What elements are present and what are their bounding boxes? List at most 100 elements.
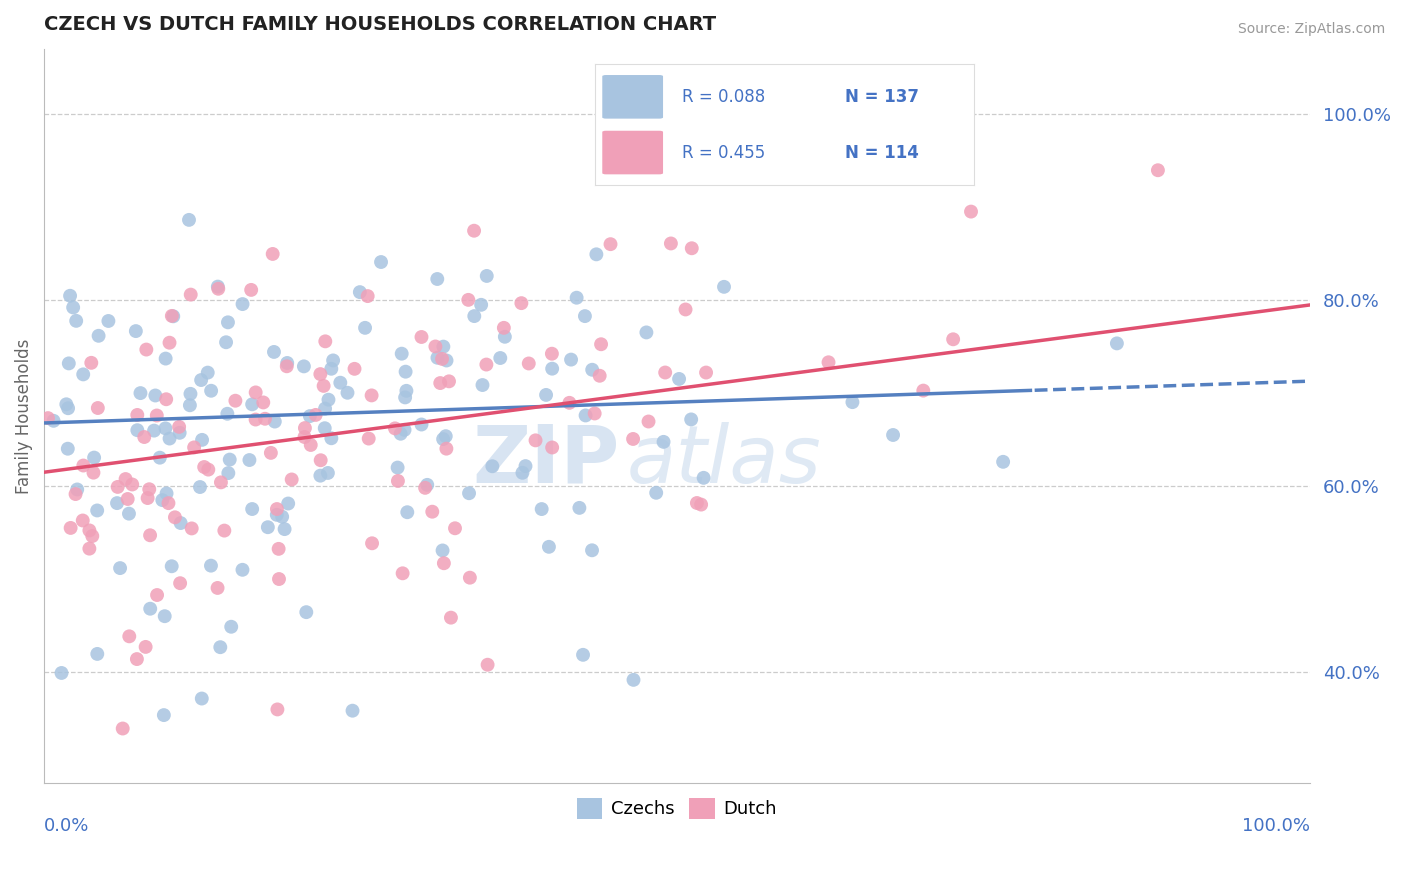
Point [240,283,263,297]
Point [224,393,246,408]
Point [136,491,159,505]
Point [87,328,110,343]
Point [434,442,457,456]
Point [420,505,443,519]
Point [169,425,191,440]
Point [645,485,668,500]
Point [127,408,149,422]
Point [266,508,288,522]
Point [322,353,344,368]
Point [263,345,285,359]
Point [83,450,105,465]
Point [841,395,863,409]
Point [125,324,148,338]
Point [391,347,413,361]
Point [560,352,582,367]
Point [623,673,645,687]
Point [209,475,232,490]
Point [298,409,321,423]
Point [413,481,436,495]
Point [336,385,359,400]
Text: 0.0%: 0.0% [44,816,90,835]
Point [360,388,382,402]
Point [534,388,557,402]
Point [681,241,703,255]
Point [267,541,290,556]
Point [143,424,166,438]
Point [692,471,714,485]
Point [155,351,177,366]
Point [121,477,143,491]
Point [197,462,219,476]
Point [273,522,295,536]
Point [271,509,294,524]
Point [565,291,588,305]
Point [162,310,184,324]
Point [114,472,136,486]
Point [155,392,177,407]
Point [713,280,735,294]
Point [134,430,156,444]
Point [180,521,202,535]
Point [440,610,463,624]
Point [541,347,564,361]
Point [65,314,87,328]
Point [217,407,239,421]
Point [686,496,709,510]
Point [160,559,183,574]
Point [253,411,276,425]
Point [209,640,232,655]
Point [391,566,413,581]
Point [138,482,160,496]
Point [430,351,453,366]
Point [458,571,481,585]
Point [652,434,675,449]
Point [238,453,260,467]
Point [384,421,406,435]
Point [167,420,190,434]
Point [86,647,108,661]
Point [621,432,644,446]
Point [267,572,290,586]
Point [217,315,239,329]
Point [394,365,416,379]
Point [179,398,201,412]
Point [361,536,384,550]
Point [188,480,211,494]
Point [139,601,162,615]
Point [153,708,176,723]
Point [149,450,172,465]
Point [263,415,285,429]
Point [193,460,215,475]
Point [960,204,983,219]
Point [257,520,280,534]
Point [432,543,454,558]
Point [681,412,703,426]
Point [245,412,267,426]
Point [191,433,214,447]
Point [51,665,73,680]
Text: CZECH VS DUTCH FAMILY HOUSEHOLDS CORRELATION CHART: CZECH VS DUTCH FAMILY HOUSEHOLDS CORRELA… [44,15,716,34]
Point [215,335,238,350]
Point [163,510,186,524]
Point [157,496,180,510]
Point [72,458,94,473]
Text: Source: ZipAtlas.com: Source: ZipAtlas.com [1237,22,1385,37]
Point [252,395,274,409]
Point [295,605,318,619]
Point [143,388,166,402]
Point [314,334,336,349]
Point [1105,336,1128,351]
Point [524,434,547,448]
Point [349,285,371,299]
Point [434,429,457,443]
Point [183,441,205,455]
Point [42,414,65,428]
Point [370,255,392,269]
Point [475,268,498,283]
Point [432,432,454,446]
Point [79,524,101,538]
Point [82,529,104,543]
Point [276,359,298,374]
Point [305,408,328,422]
